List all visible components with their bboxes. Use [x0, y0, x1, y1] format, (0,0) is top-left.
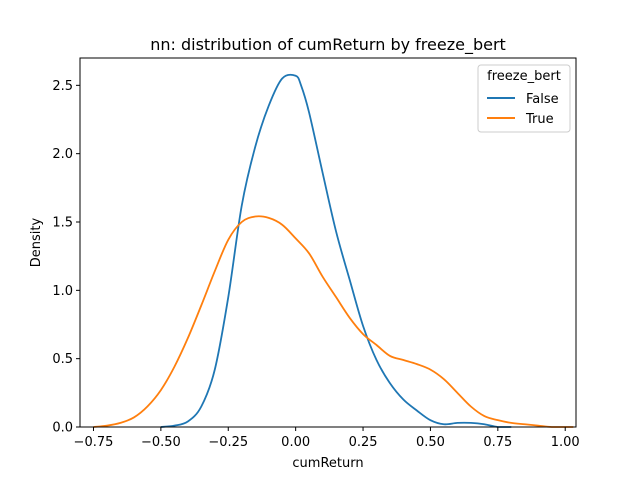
- chart-title: nn: distribution of cumReturn by freeze_…: [150, 35, 506, 55]
- x-tick-label: −0.25: [208, 435, 248, 450]
- x-axis-label: cumReturn: [292, 456, 363, 471]
- x-tick-label: −0.75: [74, 435, 114, 450]
- legend: freeze_bert False True: [477, 64, 571, 133]
- plot-area: [79, 57, 577, 428]
- legend-label-true: True: [525, 112, 554, 127]
- plot-frame: [79, 57, 577, 428]
- legend-label-false: False: [526, 92, 559, 107]
- y-tick-label: 1.0: [52, 284, 73, 299]
- legend-title: freeze_bert: [487, 69, 561, 84]
- x-axis: −0.75 −0.50 −0.25 0.00 0.25 0.50 0.75 1.00: [74, 427, 580, 450]
- y-tick-label: 2.5: [52, 79, 73, 94]
- y-axis: 0.0 0.5 1.0 1.5 2.0 2.5: [52, 79, 80, 436]
- series-layer: [93, 73, 574, 428]
- y-tick-label: 0.0: [52, 421, 73, 436]
- x-tick-label: 0.00: [281, 435, 310, 450]
- series-line-false: [160, 73, 512, 428]
- y-tick-label: 0.5: [52, 352, 73, 367]
- x-tick-label: 1.00: [551, 435, 580, 450]
- x-tick-label: 0.25: [349, 435, 378, 450]
- y-tick-label: 2.0: [52, 147, 73, 162]
- x-tick-label: −0.50: [141, 435, 181, 450]
- y-tick-label: 1.5: [52, 216, 73, 231]
- x-tick-label: 0.50: [416, 435, 445, 450]
- y-axis-label: Density: [29, 217, 44, 267]
- series-line-true: [93, 215, 574, 428]
- x-tick-label: 0.75: [483, 435, 512, 450]
- legend-box: [477, 64, 571, 133]
